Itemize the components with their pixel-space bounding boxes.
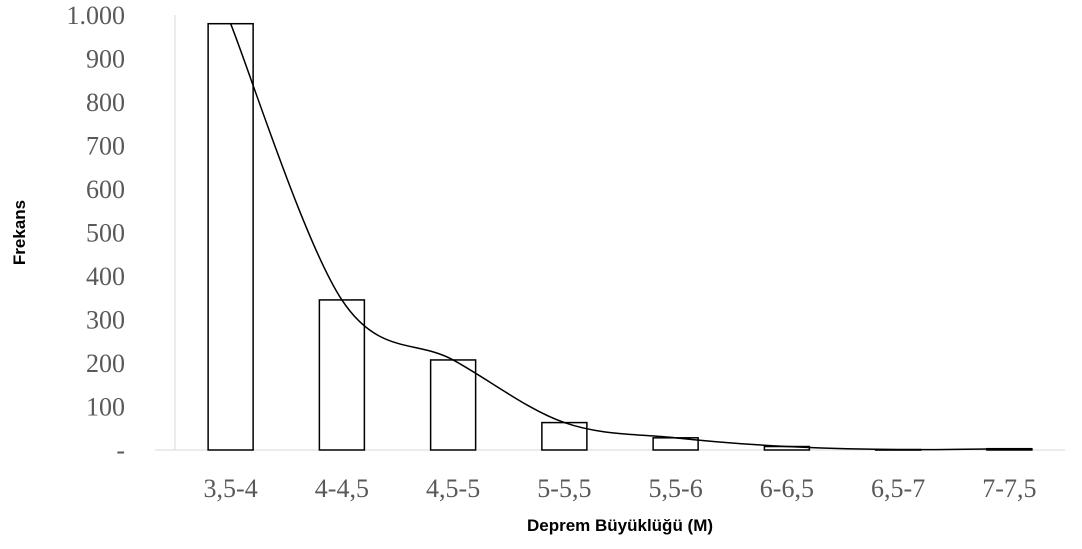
y-tick-label: 900 [86,45,125,74]
x-tick-label: 5-5,5 [537,474,591,503]
y-tick-label: - [116,436,125,465]
y-tick-label: 600 [86,175,125,204]
bar [318,299,366,451]
trend-line [229,23,1010,451]
y-axis-ticks: - 100 200 300 400 500 600 700 800 900 1.000 [67,1,126,465]
y-tick-label: 200 [86,349,125,378]
x-tick-label: 5,5-6 [649,474,703,503]
bar [207,22,254,451]
y-axis-title: Frekans [10,200,29,265]
x-axis-ticks: 3,5-4 4-4,5 4,5-5 5-5,5 5,5-6 6-6,5 6,5-7 7-7,5 [204,474,1037,503]
y-tick-label: 300 [86,306,125,335]
x-tick-label: 6-6,5 [760,474,814,503]
y-tick-label: 100 [86,393,125,422]
x-axis-title: Deprem Büyüklüğü (M) [527,516,713,535]
x-tick-label: 7-7,5 [982,474,1036,503]
y-tick-label: 400 [86,262,125,291]
bar [429,359,477,451]
x-tick-label: 3,5-4 [204,474,258,503]
x-tick-label: 6,5-7 [871,474,925,503]
y-tick-label: 700 [86,132,125,161]
x-tick-label: 4-4,5 [315,474,369,503]
x-tick-label: 4,5-5 [426,474,480,503]
bars-group [207,22,1033,451]
y-tick-label: 800 [86,88,125,117]
y-tick-label: 500 [86,219,125,248]
y-tick-label: 1.000 [67,1,126,30]
